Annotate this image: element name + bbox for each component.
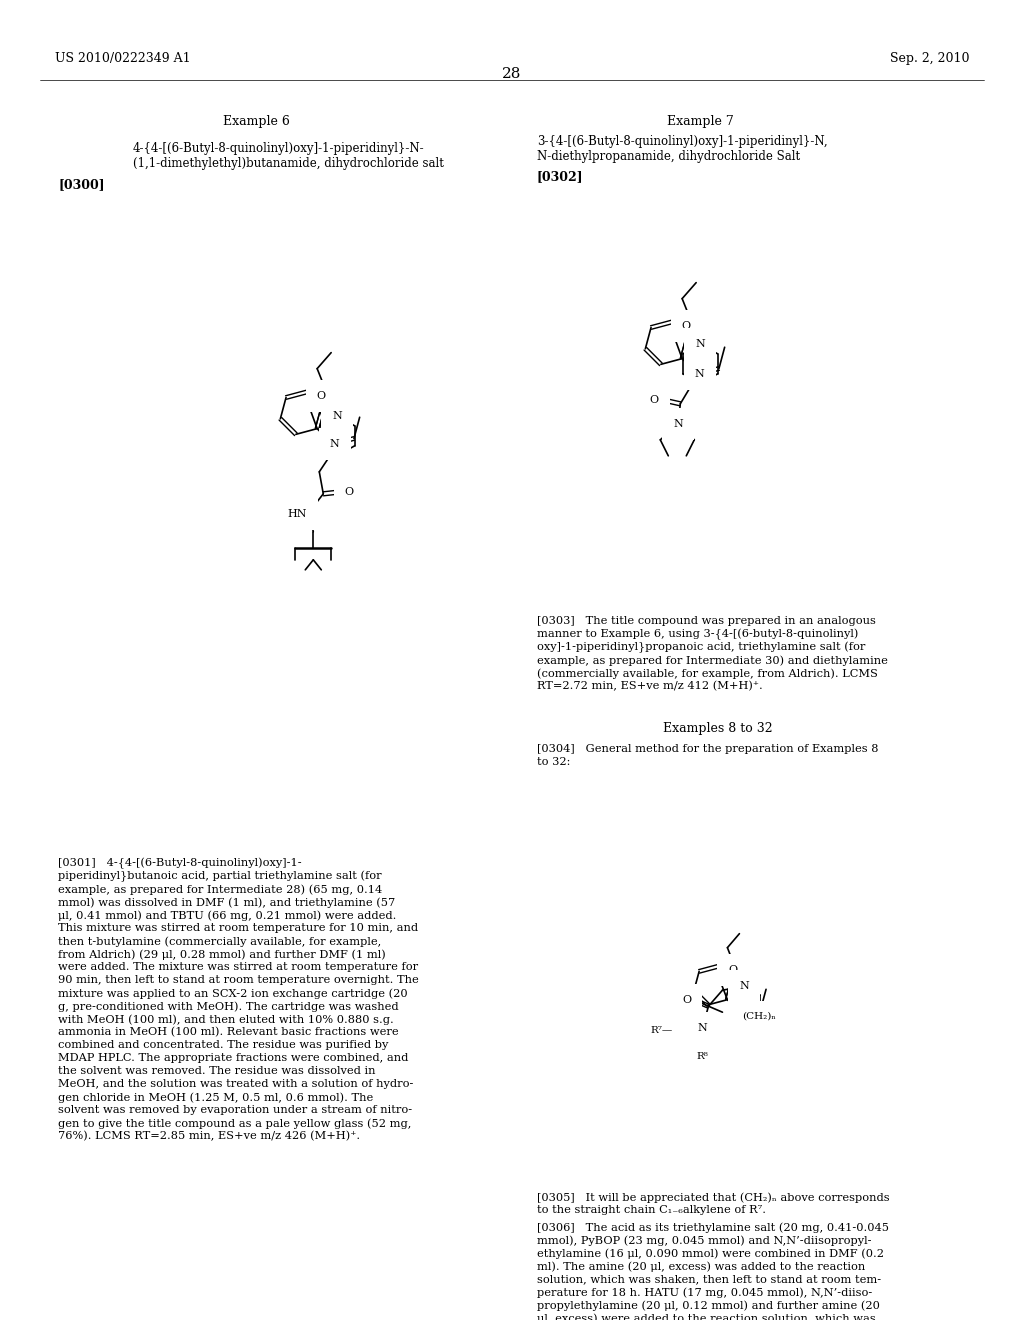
Text: N: N (333, 411, 342, 421)
Text: manner to Example 6, using 3-{4-[(6-butyl-8-quinolinyl): manner to Example 6, using 3-{4-[(6-buty… (537, 630, 858, 640)
Text: from Aldrich) (29 μl, 0.28 mmol) and further DMF (1 ml): from Aldrich) (29 μl, 0.28 mmol) and fur… (58, 949, 386, 960)
Text: MDAP HPLC. The appropriate fractions were combined, and: MDAP HPLC. The appropriate fractions wer… (58, 1053, 409, 1063)
Text: solvent was removed by evaporation under a stream of nitro-: solvent was removed by evaporation under… (58, 1105, 412, 1115)
Text: O: O (650, 395, 658, 405)
Text: ml). The amine (20 μl, excess) was added to the reaction: ml). The amine (20 μl, excess) was added… (537, 1261, 865, 1271)
Text: the solvent was removed. The residue was dissolved in: the solvent was removed. The residue was… (58, 1067, 376, 1076)
Text: propylethylamine (20 μl, 0.12 mmol) and further amine (20: propylethylamine (20 μl, 0.12 mmol) and … (537, 1300, 880, 1311)
Text: N: N (697, 1023, 708, 1034)
Text: R⁷—: R⁷— (650, 1026, 673, 1035)
Text: N: N (739, 981, 750, 991)
Text: gen chloride in MeOH (1.25 M, 0.5 ml, 0.6 mmol). The: gen chloride in MeOH (1.25 M, 0.5 ml, 0.… (58, 1092, 374, 1102)
Text: RT=2.72 min, ES+ve m/z 412 (M+H)⁺.: RT=2.72 min, ES+ve m/z 412 (M+H)⁺. (537, 681, 763, 692)
Text: N: N (695, 339, 706, 348)
Text: piperidinyl}butanoic acid, partial triethylamine salt (for: piperidinyl}butanoic acid, partial triet… (58, 871, 382, 882)
Text: example, as prepared for Intermediate 28) (65 mg, 0.14: example, as prepared for Intermediate 28… (58, 884, 382, 895)
Text: then t-butylamine (commercially available, for example,: then t-butylamine (commercially availabl… (58, 936, 381, 946)
Text: [0305]   It will be appreciated that (CH₂)ₙ above corresponds: [0305] It will be appreciated that (CH₂)… (537, 1192, 890, 1203)
Text: mmol) was dissolved in DMF (1 ml), and triethylamine (57: mmol) was dissolved in DMF (1 ml), and t… (58, 898, 395, 908)
Text: Example 7: Example 7 (667, 115, 733, 128)
Text: ethylamine (16 μl, 0.090 mmol) were combined in DMF (0.2: ethylamine (16 μl, 0.090 mmol) were comb… (537, 1247, 884, 1258)
Text: (commercially available, for example, from Aldrich). LCMS: (commercially available, for example, fr… (537, 668, 878, 678)
Text: N-diethylpropanamide, dihydrochloride Salt: N-diethylpropanamide, dihydrochloride Sa… (537, 150, 800, 162)
Text: N: N (674, 418, 683, 429)
Text: 28: 28 (503, 67, 521, 81)
Text: Example 6: Example 6 (222, 115, 290, 128)
Text: ammonia in MeOH (100 ml). Relevant basic fractions were: ammonia in MeOH (100 ml). Relevant basic… (58, 1027, 398, 1038)
Text: [0306]   The acid as its triethylamine salt (20 mg, 0.41-0.045: [0306] The acid as its triethylamine sal… (537, 1222, 889, 1233)
Text: oxy]-1-piperidinyl}propanoic acid, triethylamine salt (for: oxy]-1-piperidinyl}propanoic acid, triet… (537, 642, 865, 653)
Text: N: N (738, 1008, 749, 1019)
Text: 4-{4-[(6-Butyl-8-quinolinyl)oxy]-1-piperidinyl}-N-: 4-{4-[(6-Butyl-8-quinolinyl)oxy]-1-piper… (133, 143, 425, 154)
Text: 90 min, then left to stand at room temperature overnight. The: 90 min, then left to stand at room tempe… (58, 975, 419, 985)
Text: O: O (728, 965, 737, 975)
Text: O: O (682, 995, 691, 1006)
Text: [0301]   4-{4-[(6-Butyl-8-quinolinyl)oxy]-1-: [0301] 4-{4-[(6-Butyl-8-quinolinyl)oxy]-… (58, 858, 302, 870)
Text: example, as prepared for Intermediate 30) and diethylamine: example, as prepared for Intermediate 30… (537, 655, 888, 665)
Text: [0304]   General method for the preparation of Examples 8: [0304] General method for the preparatio… (537, 744, 879, 754)
Text: solution, which was shaken, then left to stand at room tem-: solution, which was shaken, then left to… (537, 1274, 881, 1284)
Text: O: O (316, 391, 326, 401)
Text: g, pre-conditioned with MeOH). The cartridge was washed: g, pre-conditioned with MeOH). The cartr… (58, 1001, 398, 1011)
Text: R⁸: R⁸ (696, 1052, 709, 1061)
Text: (CH₂)ₙ: (CH₂)ₙ (742, 1011, 776, 1020)
Text: HN: HN (288, 508, 307, 519)
Text: [0302]: [0302] (537, 170, 584, 183)
Text: with MeOH (100 ml), and then eluted with 10% 0.880 s.g.: with MeOH (100 ml), and then eluted with… (58, 1014, 394, 1024)
Text: N: N (330, 440, 340, 449)
Text: N: N (695, 370, 705, 379)
Text: perature for 18 h. HATU (17 mg, 0.045 mmol), N,N’-diiso-: perature for 18 h. HATU (17 mg, 0.045 mm… (537, 1287, 872, 1298)
Text: [0303]   The title compound was prepared in an analogous: [0303] The title compound was prepared i… (537, 616, 876, 626)
Text: [0300]: [0300] (58, 178, 104, 191)
Text: to the straight chain C₁₋₆alkylene of R⁷.: to the straight chain C₁₋₆alkylene of R⁷… (537, 1205, 766, 1214)
Text: Examples 8 to 32: Examples 8 to 32 (664, 722, 773, 735)
Text: Sep. 2, 2010: Sep. 2, 2010 (890, 51, 969, 65)
Text: (1,1-dimethylethyl)butanamide, dihydrochloride salt: (1,1-dimethylethyl)butanamide, dihydroch… (133, 157, 443, 170)
Text: gen to give the title compound as a pale yellow glass (52 mg,: gen to give the title compound as a pale… (58, 1118, 412, 1129)
Text: 76%). LCMS RT=2.85 min, ES+ve m/z 426 (M+H)⁺.: 76%). LCMS RT=2.85 min, ES+ve m/z 426 (M… (58, 1131, 360, 1142)
Text: This mixture was stirred at room temperature for 10 min, and: This mixture was stirred at room tempera… (58, 923, 418, 933)
Text: μl, 0.41 mmol) and TBTU (66 mg, 0.21 mmol) were added.: μl, 0.41 mmol) and TBTU (66 mg, 0.21 mmo… (58, 909, 396, 920)
Text: O: O (682, 321, 691, 331)
Text: to 32:: to 32: (537, 756, 570, 767)
Text: 3-{4-[(6-Butyl-8-quinolinyl)oxy]-1-piperidinyl}-N,: 3-{4-[(6-Butyl-8-quinolinyl)oxy]-1-piper… (537, 135, 827, 148)
Text: mmol), PyBOP (23 mg, 0.045 mmol) and N,N’-diisopropyl-: mmol), PyBOP (23 mg, 0.045 mmol) and N,N… (537, 1236, 871, 1246)
Text: mixture was applied to an SCX-2 ion exchange cartridge (20: mixture was applied to an SCX-2 ion exch… (58, 987, 408, 998)
Text: O: O (345, 487, 354, 496)
Text: combined and concentrated. The residue was purified by: combined and concentrated. The residue w… (58, 1040, 388, 1049)
Text: US 2010/0222349 A1: US 2010/0222349 A1 (55, 51, 190, 65)
Text: were added. The mixture was stirred at room temperature for: were added. The mixture was stirred at r… (58, 962, 418, 972)
Text: μl, excess) were added to the reaction solution, which was: μl, excess) were added to the reaction s… (537, 1313, 876, 1320)
Text: MeOH, and the solution was treated with a solution of hydro-: MeOH, and the solution was treated with … (58, 1078, 414, 1089)
